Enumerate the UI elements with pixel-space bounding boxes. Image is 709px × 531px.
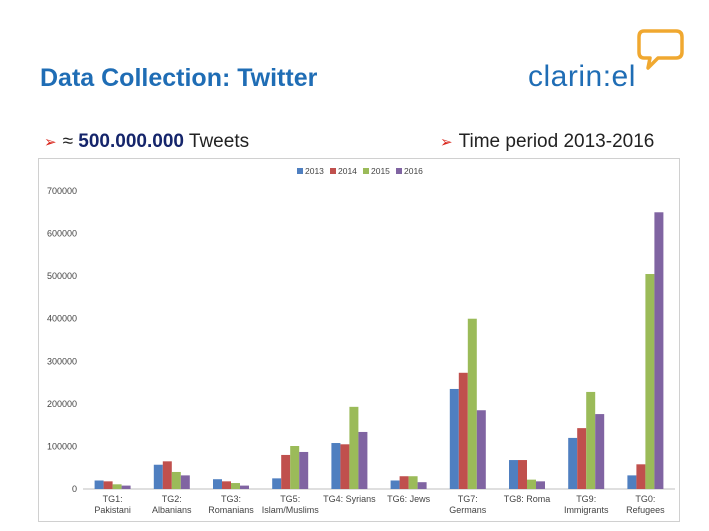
x-tick-label: TG4: Syrians [323, 494, 376, 504]
x-tick-label: Germans [449, 505, 487, 515]
y-tick-label: 700000 [47, 186, 77, 196]
x-tick-label: Romanians [208, 505, 254, 515]
bar [568, 437, 578, 489]
x-tick-label: TG0: [635, 494, 655, 504]
bullet-prefix: ≈ [62, 131, 79, 152]
time-period-text: Time period 2013-2016 [458, 131, 655, 152]
legend-label: 2016 [404, 166, 423, 176]
bar [153, 464, 163, 489]
bar [467, 318, 477, 489]
bullet-tweets-count: ➢ ≈ 500.000.000 Tweets [44, 131, 249, 153]
bar [476, 410, 486, 489]
x-tick-label: Immigrants [564, 505, 609, 515]
legend-swatch [297, 168, 303, 174]
x-tick-label: TG3: [221, 494, 241, 504]
x-tick-label: TG2: [162, 494, 182, 504]
y-tick-label: 0 [72, 484, 77, 494]
y-tick-label: 500000 [47, 271, 77, 281]
chart-frame: 0 100000 200000 300000 400000 500000 600000 700… [38, 158, 680, 522]
bar [331, 443, 341, 489]
bar [358, 431, 368, 489]
bullet-suffix: Tweets [183, 131, 250, 152]
arrow-bullet-icon: ➢ [440, 134, 453, 151]
bar [654, 212, 664, 489]
bar [536, 481, 545, 489]
bar [509, 460, 518, 489]
bar [645, 274, 655, 489]
bar-chart: 0 100000 200000 300000 400000 500000 600000 700… [47, 166, 675, 515]
bar [290, 446, 300, 489]
bar [518, 460, 527, 489]
tweets-count: 500.000.000 [78, 131, 184, 152]
legend-swatch [396, 168, 402, 174]
bar [586, 391, 596, 489]
x-tick-label: TG7: [458, 494, 478, 504]
bar [340, 444, 350, 489]
clarin-logo: clarin:el [528, 28, 688, 98]
x-tick-label: TG9: [576, 494, 596, 504]
x-tick-label: TG5: [280, 494, 300, 504]
bar [231, 483, 240, 489]
bar [171, 471, 181, 489]
legend-label: 2013 [305, 166, 324, 176]
bar [299, 451, 309, 489]
bar [349, 406, 359, 489]
bar [577, 428, 587, 489]
bar [272, 478, 282, 489]
bar [103, 481, 113, 489]
bar [627, 475, 637, 489]
logo-text: clarin:el [528, 60, 636, 93]
legend-label: 2014 [338, 166, 357, 176]
bar [162, 461, 172, 489]
x-tick-label: TG8: Roma [504, 494, 551, 504]
y-tick-label: 300000 [47, 356, 77, 366]
bar [281, 454, 291, 489]
arrow-bullet-icon: ➢ [44, 134, 57, 151]
bar [180, 475, 190, 489]
bar [112, 484, 122, 489]
bar [408, 476, 418, 489]
y-tick-label: 400000 [47, 314, 77, 324]
x-tick-label: Albanians [152, 505, 192, 515]
bar [636, 464, 646, 489]
bar [121, 485, 131, 489]
x-tick-label: Refugees [626, 505, 665, 515]
x-tick-label: Islam/Muslims [262, 505, 320, 515]
bar [527, 479, 536, 489]
y-tick-label: 100000 [47, 441, 77, 451]
y-tick-label: 600000 [47, 229, 77, 239]
bar [213, 479, 222, 489]
y-tick-label: 200000 [47, 399, 77, 409]
x-tick-label: TG6: Jews [387, 494, 431, 504]
x-tick-label: Pakistani [94, 505, 131, 515]
speech-bubble-icon [637, 29, 684, 70]
slide-title: Data Collection: Twitter [40, 64, 318, 92]
x-tick-label: TG1: [103, 494, 123, 504]
bar [595, 414, 605, 489]
bar [390, 480, 400, 489]
bullet-time-period: ➢ Time period 2013-2016 [440, 131, 654, 153]
bar [417, 482, 427, 489]
legend-swatch [363, 168, 369, 174]
bar [94, 480, 104, 489]
legend-swatch [330, 168, 336, 174]
legend-label: 2015 [371, 166, 390, 176]
bar [222, 481, 231, 489]
bar [458, 372, 468, 489]
bar [449, 388, 459, 489]
bar [399, 476, 409, 489]
bar [240, 485, 249, 489]
